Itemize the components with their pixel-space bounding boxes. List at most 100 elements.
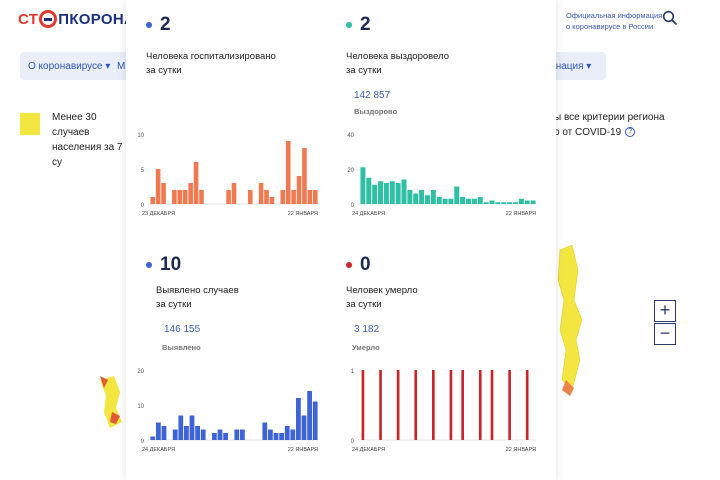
recovered-bar[interactable]: [495, 202, 501, 204]
hospitalized-bar[interactable]: [264, 190, 269, 204]
recovered-bar[interactable]: [401, 179, 407, 205]
recovered-bar[interactable]: [407, 190, 413, 204]
hospitalized-bar[interactable]: [312, 190, 318, 204]
recovered-bar[interactable]: [466, 198, 472, 204]
recovered-bar[interactable]: [530, 200, 536, 205]
hospitalized-bar[interactable]: [231, 183, 237, 204]
zoom-in-button[interactable]: +: [654, 300, 676, 322]
hospitalized-bar[interactable]: [280, 190, 286, 204]
search-icon[interactable]: [662, 10, 678, 26]
recovered-bar[interactable]: [389, 181, 395, 204]
cases-bar[interactable]: [284, 426, 290, 440]
recovered-label-line1: Человека выздоровело: [346, 51, 450, 62]
recovered-bar[interactable]: [413, 193, 419, 205]
recovered-bar[interactable]: [360, 167, 366, 204]
deaths-bar[interactable]: [361, 370, 365, 440]
official-info-link[interactable]: Официальная информация о коронавирусе в …: [566, 11, 663, 31]
cases-bar[interactable]: [156, 422, 161, 441]
hospitalized-bar[interactable]: [182, 190, 188, 204]
recovered-bar[interactable]: [512, 202, 518, 204]
recovered-bar[interactable]: [383, 183, 389, 204]
cases-bar[interactable]: [217, 429, 223, 441]
hospitalized-bar[interactable]: [155, 169, 161, 204]
recovered-bar[interactable]: [524, 200, 530, 205]
recovered-bar[interactable]: [501, 202, 507, 204]
cases-bar[interactable]: [262, 422, 268, 441]
hospitalized-value: 2: [160, 14, 171, 35]
deaths-bar[interactable]: [508, 370, 511, 440]
cases-bar[interactable]: [307, 391, 312, 440]
recovered-bar[interactable]: [366, 177, 372, 204]
deaths-bar[interactable]: [525, 370, 529, 440]
cases-bar[interactable]: [223, 433, 228, 440]
hospitalized-bar[interactable]: [269, 197, 275, 204]
cases-bar[interactable]: [290, 429, 296, 441]
hospitalized-bar[interactable]: [247, 190, 253, 204]
recovered-bar[interactable]: [483, 202, 489, 204]
recovered-bar[interactable]: [518, 198, 524, 204]
cases-bar[interactable]: [161, 426, 167, 440]
recovered-bar[interactable]: [471, 198, 477, 204]
cases-bar[interactable]: [178, 415, 184, 441]
recovered-bar[interactable]: [454, 186, 460, 205]
cases-bar[interactable]: [200, 429, 206, 441]
cases-bar[interactable]: [212, 433, 217, 440]
nav-partial-item[interactable]: М: [114, 52, 128, 80]
hospitalized-bar[interactable]: [172, 190, 177, 204]
hospitalized-bar[interactable]: [193, 162, 199, 204]
cases-bar[interactable]: [312, 401, 318, 441]
cases-bar[interactable]: [195, 426, 200, 440]
nav-about-covid[interactable]: О коронавирусе ▾: [20, 52, 119, 80]
deaths-bar[interactable]: [414, 370, 418, 440]
cases-bar[interactable]: [279, 433, 284, 440]
hospitalized-bar[interactable]: [307, 190, 313, 204]
recovered-bar[interactable]: [378, 181, 384, 204]
help-icon[interactable]: ?: [625, 127, 636, 138]
cases-bar[interactable]: [301, 415, 307, 441]
cases-bar[interactable]: [240, 429, 245, 441]
recovered-bar[interactable]: [436, 197, 442, 204]
recovered-bar[interactable]: [424, 195, 430, 204]
map-region-right[interactable]: [552, 240, 592, 400]
recovered-bar[interactable]: [419, 190, 425, 204]
hospitalized-bar[interactable]: [188, 183, 193, 204]
deaths-bar[interactable]: [449, 370, 453, 440]
deaths-bar[interactable]: [490, 370, 494, 440]
hospitalized-bar[interactable]: [285, 141, 291, 204]
cases-bar[interactable]: [273, 433, 279, 440]
hospitalized-bar[interactable]: [302, 148, 307, 204]
recovered-bar[interactable]: [395, 183, 401, 204]
recovered-bar[interactable]: [442, 198, 448, 204]
hospitalized-bar[interactable]: [291, 190, 296, 204]
recovered-bar[interactable]: [489, 200, 495, 205]
deaths-bar[interactable]: [396, 370, 400, 440]
cases-bar[interactable]: [150, 436, 156, 441]
recovered-bar[interactable]: [477, 197, 483, 204]
hospitalized-bar[interactable]: [161, 183, 166, 204]
cases-bar[interactable]: [296, 398, 301, 440]
cases-bar[interactable]: [184, 426, 189, 440]
y-tick-label: 10: [137, 404, 144, 410]
hospitalized-bar[interactable]: [177, 190, 183, 204]
cases-bar[interactable]: [189, 415, 195, 441]
hospitalized-bar[interactable]: [296, 176, 302, 204]
recovered-bar[interactable]: [460, 197, 466, 204]
recovered-cumulative: 142 857: [354, 90, 391, 101]
zoom-out-button[interactable]: −: [654, 323, 676, 345]
recovered-bar[interactable]: [372, 184, 378, 204]
hospitalized-bar[interactable]: [258, 183, 264, 204]
cases-bar[interactable]: [268, 429, 273, 441]
deaths-bar[interactable]: [461, 370, 464, 440]
map-region-left[interactable]: [96, 372, 126, 432]
recovered-bar[interactable]: [448, 198, 454, 204]
deaths-bar[interactable]: [478, 370, 482, 440]
hospitalized-bar[interactable]: [226, 190, 231, 204]
deaths-bar[interactable]: [379, 370, 382, 440]
recovered-bar[interactable]: [507, 202, 513, 204]
cases-bar[interactable]: [234, 429, 240, 441]
hospitalized-bar[interactable]: [150, 197, 156, 204]
cases-bar[interactable]: [172, 429, 178, 441]
hospitalized-bar[interactable]: [199, 190, 204, 204]
recovered-bar[interactable]: [430, 190, 436, 204]
deaths-bar[interactable]: [432, 370, 435, 440]
